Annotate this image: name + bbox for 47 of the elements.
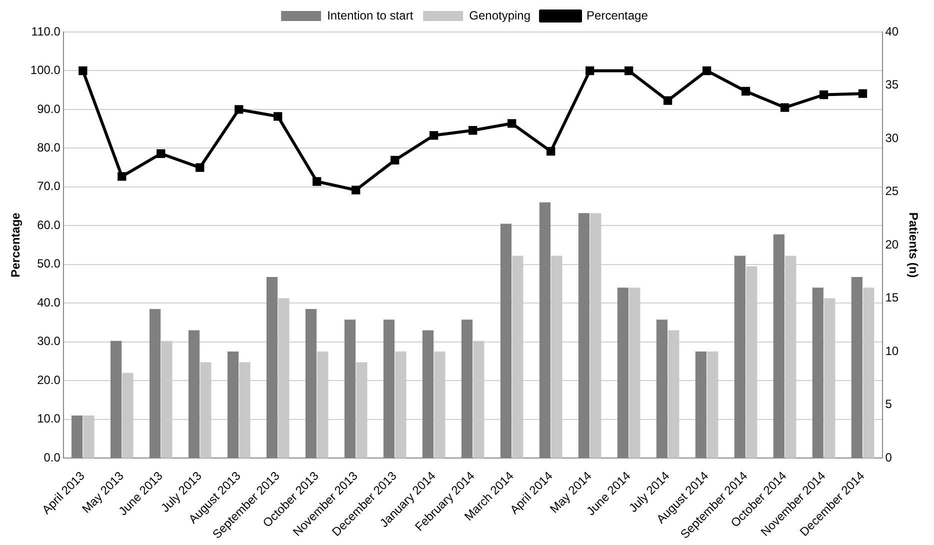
point [352, 186, 360, 194]
point [234, 105, 244, 114]
y-tick-label: 50.0 [37, 256, 61, 271]
point [663, 96, 672, 105]
point [118, 172, 126, 181]
point [585, 66, 594, 76]
legend-label: Genotyping [469, 8, 531, 22]
point [702, 66, 712, 76]
legend-label: Intention to start [327, 8, 414, 22]
y2-axis-title: Patients (n) [906, 212, 920, 278]
y-tick-label: 30.0 [37, 334, 61, 348]
y2-tick-label: 35 [885, 78, 899, 92]
y-tick-label: 10.0 [37, 412, 61, 426]
point [624, 66, 634, 76]
y2-tick-label: 5 [885, 397, 892, 412]
point [741, 86, 750, 96]
y-tick-label: 100.0 [30, 63, 61, 78]
y2-tick-label: 40 [885, 24, 899, 38]
point [312, 177, 322, 186]
point [508, 119, 516, 128]
y-tick-label: 110.0 [31, 24, 61, 38]
y-tick-label: 0.0 [44, 450, 61, 464]
point [430, 131, 438, 140]
y2-tick-label: 0 [885, 450, 892, 464]
point [274, 112, 282, 121]
point [468, 126, 478, 135]
y-tick-label: 70.0 [37, 179, 61, 194]
legend-label: Percentage [586, 8, 648, 22]
y-tick-label: 60.0 [37, 218, 61, 232]
y2-tick-label: 10 [885, 344, 899, 358]
point [196, 163, 204, 172]
y-tick-label: 20.0 [37, 372, 61, 387]
point [156, 149, 166, 158]
point [858, 89, 868, 98]
point [390, 156, 400, 165]
y2-tick-label: 15 [885, 290, 899, 305]
y-tick-label: 80.0 [37, 140, 61, 155]
point [819, 90, 828, 100]
point [780, 103, 790, 112]
y-tick-label: 40.0 [37, 295, 61, 310]
point [546, 146, 556, 156]
y2-tick-label: 20 [885, 237, 899, 252]
y2-tick-label: 25 [885, 184, 899, 198]
y-axis-title: Percentage [8, 212, 23, 278]
y-tick-label: 90.0 [37, 102, 61, 116]
point [78, 66, 88, 76]
y2-tick-label: 30 [885, 130, 899, 145]
